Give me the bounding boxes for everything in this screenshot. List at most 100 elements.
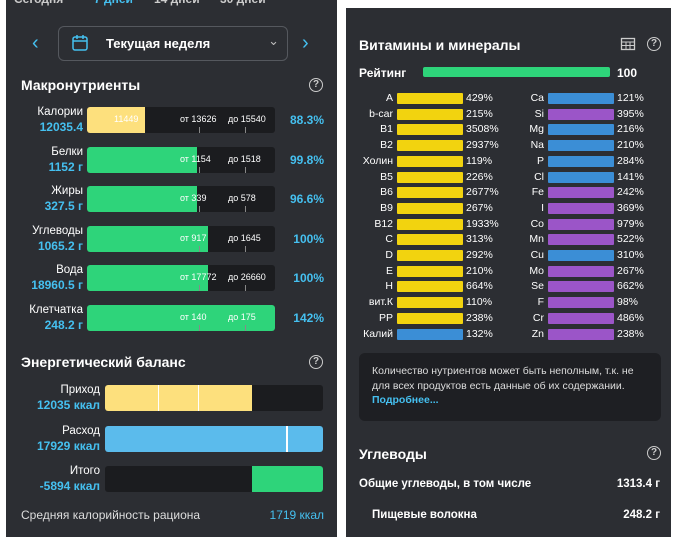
- energy-fill: [252, 466, 323, 492]
- nutrient-name: Mg: [529, 123, 544, 136]
- nutrient-percent: 2937%: [466, 139, 499, 152]
- nutrient-bar: [548, 171, 614, 183]
- energy-bar: [105, 425, 323, 452]
- macro-fill: [87, 305, 275, 331]
- macro-bar: 11449 от 13626 до 15540: [87, 107, 275, 133]
- nutrient-percent: 522%: [617, 233, 644, 246]
- carb-value: 1313.4 г: [616, 478, 660, 490]
- nutrient-bar: [548, 281, 614, 293]
- marker: [245, 245, 246, 252]
- nutrient-name: Холин: [362, 154, 393, 167]
- nutrient-bar: [397, 171, 463, 183]
- marker: [199, 285, 200, 292]
- nutrient-percent: 486%: [617, 311, 644, 324]
- nutrient-bar: [397, 218, 463, 230]
- nutrient-bar: [548, 265, 614, 277]
- nutrient-name: B12: [374, 217, 393, 230]
- macro-percent: 100%: [293, 231, 324, 246]
- macro-fill: [87, 107, 145, 133]
- marker: [245, 127, 246, 133]
- divider: [286, 425, 288, 452]
- average-value: 1719 ккал: [269, 508, 324, 522]
- nutrient-bar: [397, 187, 463, 199]
- section-title: Углеводы: [359, 446, 427, 462]
- macro-name: Жиры: [51, 185, 83, 198]
- nutrient-percent: 3508%: [466, 123, 499, 136]
- nutrient-bar: [548, 140, 614, 152]
- prev-arrow[interactable]: ‹: [32, 32, 39, 54]
- macro-from: от 917: [180, 232, 207, 243]
- nutrient-name: H: [385, 280, 393, 293]
- energy-name: Расход: [62, 424, 100, 437]
- nutrient-bar: [548, 297, 614, 309]
- nutrient-bar: [397, 140, 463, 152]
- nutrient-bar: [548, 218, 614, 230]
- macro-name: Калории: [37, 106, 83, 118]
- macro-percent: 142%: [293, 311, 324, 325]
- macro-percent: 88.3%: [289, 113, 324, 127]
- next-arrow[interactable]: ›: [302, 32, 309, 54]
- macro-from: от 140: [180, 312, 207, 322]
- calendar-icon: [72, 35, 88, 51]
- dropdown-caret: ⌄: [268, 33, 279, 48]
- tab[interactable]: 30 дней: [220, 0, 266, 6]
- macro-name: Углеводы: [32, 224, 83, 237]
- table-icon[interactable]: [620, 36, 636, 52]
- macro-to: до 578: [228, 193, 256, 204]
- nutrient-bar: [397, 328, 463, 340]
- energy-bar: [105, 466, 323, 492]
- macro-fill: [87, 265, 208, 292]
- tab[interactable]: 7 дней: [94, 0, 133, 6]
- tab[interactable]: Сегодня: [14, 0, 63, 6]
- macro-from: от 1154: [180, 153, 211, 164]
- nutrient-bar: [548, 155, 614, 167]
- right-panel: Витамины и минералы ? Рейтинг 100 A 429% b…: [346, 8, 671, 537]
- nutrient-bar: [397, 250, 463, 261]
- nutrient-bar: [548, 328, 614, 340]
- macro-name: Вода: [56, 264, 83, 277]
- nutrient-name: Cu: [530, 249, 544, 261]
- nutrient-percent: 292%: [466, 249, 493, 261]
- marker: [245, 325, 246, 331]
- help-icon[interactable]: ?: [309, 78, 323, 92]
- carb-value: 248.2 г: [623, 509, 660, 521]
- week-selector[interactable]: Текущая неделя ⌄: [58, 26, 288, 61]
- nutrient-name: PP: [378, 311, 393, 324]
- macro-consumed: 11449: [114, 114, 139, 124]
- help-icon[interactable]: ?: [647, 446, 661, 460]
- nutrient-name: Si: [534, 107, 544, 120]
- nutrient-name: Калий: [363, 327, 393, 340]
- macro-bar: от 917 до 1645: [87, 225, 275, 252]
- macro-to: до 175: [228, 312, 256, 322]
- notice-box: Количество нутриентов может быть неполны…: [359, 353, 661, 421]
- nutrient-name: F: [537, 296, 544, 309]
- energy-amount: 17929 ккал: [36, 438, 100, 453]
- nutrient-name: Cr: [532, 311, 544, 324]
- nutrient-bar: [548, 250, 614, 261]
- nutrient-percent: 210%: [466, 264, 493, 277]
- macro-percent: 100%: [293, 271, 324, 286]
- nutrient-bar: [397, 202, 463, 214]
- nutrient-bar: [548, 93, 614, 104]
- carb-name: Общие углеводы, в том числе: [359, 478, 532, 490]
- energy-bar: [105, 385, 323, 411]
- help-icon[interactable]: ?: [309, 355, 323, 369]
- macro-from: от 13626: [180, 114, 217, 124]
- nutrient-percent: 238%: [466, 311, 493, 324]
- nutrient-bar: [397, 265, 463, 277]
- tab[interactable]: 14 дней: [154, 0, 200, 6]
- divider: [158, 385, 159, 411]
- help-icon[interactable]: ?: [647, 37, 661, 51]
- nutrient-name: Se: [531, 280, 544, 293]
- rating-value: 100: [617, 66, 638, 80]
- rating-label: Рейтинг: [359, 66, 407, 80]
- carb-name: Пищевые волокна: [372, 509, 477, 521]
- nutrient-name: B2: [380, 139, 393, 152]
- nutrient-name: Mo: [529, 264, 544, 277]
- notice-link[interactable]: Подробнее...: [372, 394, 439, 406]
- nutrient-bar: [397, 108, 463, 120]
- nutrient-percent: 121%: [617, 92, 644, 104]
- macro-from: от 339: [180, 193, 207, 204]
- marker: [245, 166, 246, 173]
